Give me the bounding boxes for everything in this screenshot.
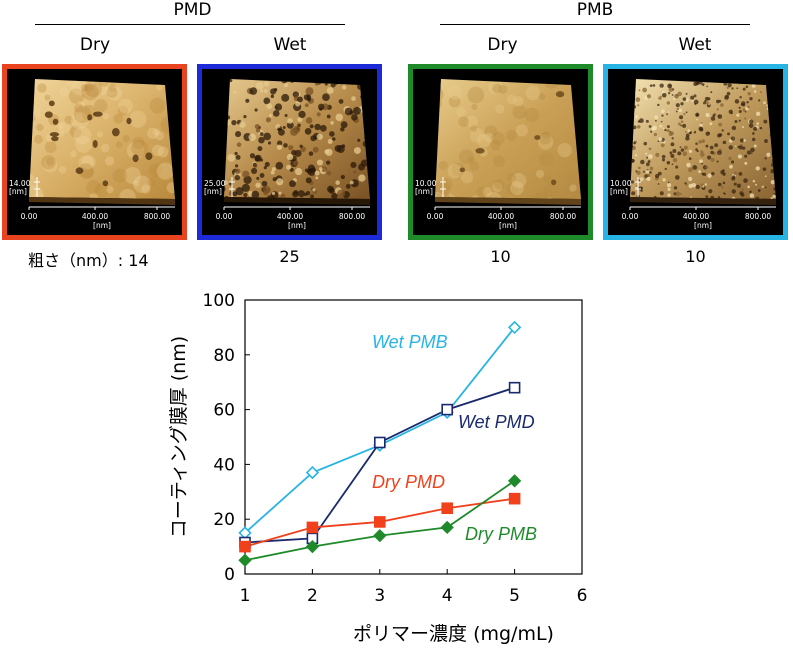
x-tick-label: 400.00 bbox=[277, 212, 303, 221]
series-label: Dry PMB bbox=[465, 524, 537, 544]
roughness-pmb-wet: 10 bbox=[685, 247, 706, 266]
z-scale-label: 10.00 bbox=[415, 179, 437, 188]
data-point bbox=[507, 474, 522, 488]
series-label: Wet PMD bbox=[458, 412, 535, 432]
x-tick-label: 400.00 bbox=[488, 212, 514, 221]
x-axis-unit: [nm] bbox=[499, 221, 517, 230]
series-label: Wet PMB bbox=[372, 332, 448, 352]
x-tick-label: 0.00 bbox=[216, 212, 233, 221]
data-point bbox=[508, 381, 521, 394]
data-point bbox=[373, 529, 387, 543]
data-point bbox=[305, 465, 320, 480]
data-point bbox=[238, 553, 252, 567]
afm-panel-pmd-dry: 14.00 [nm] 0.00 400.00 800.00 [nm] bbox=[2, 64, 187, 240]
y-tick-label: 80 bbox=[213, 346, 235, 366]
x-tick-label: 400.00 bbox=[82, 212, 108, 221]
x-tick-label: 800.00 bbox=[144, 212, 170, 221]
x-axis-unit: [nm] bbox=[694, 221, 712, 230]
data-point bbox=[306, 521, 319, 534]
x-axis-label: ポリマー濃度 (mg/mL) bbox=[353, 623, 554, 645]
data-point bbox=[373, 516, 386, 528]
z-scale-label: 25.00 bbox=[204, 179, 226, 188]
z-scale-unit: [nm] bbox=[204, 187, 222, 196]
x-tick-label: 800.00 bbox=[339, 212, 365, 221]
x-axis-unit: [nm] bbox=[93, 221, 111, 230]
group-rule-pmd bbox=[35, 24, 345, 25]
state-label-pmd-dry: Dry bbox=[79, 35, 111, 55]
data-point bbox=[373, 436, 386, 449]
x-tick-label: 0.00 bbox=[622, 212, 639, 221]
afm-surface bbox=[224, 79, 370, 199]
afm-surface bbox=[435, 79, 581, 199]
x-tick-label: 400.00 bbox=[683, 212, 709, 221]
z-scale-label: 14.00 bbox=[9, 179, 31, 188]
data-point bbox=[440, 520, 454, 535]
z-scale-unit: [nm] bbox=[9, 187, 27, 196]
x-tick-label: 4 bbox=[442, 586, 453, 606]
roughness-pmb-dry: 10 bbox=[490, 247, 511, 266]
roughness-pmd-dry: 粗さ（nm）: 14 bbox=[28, 247, 149, 271]
x-tick-label: 800.00 bbox=[550, 212, 576, 221]
series-label: Dry PMD bbox=[372, 472, 445, 492]
z-scale-label: 10.00 bbox=[610, 179, 632, 188]
data-point bbox=[508, 492, 521, 505]
x-tick-label: 6 bbox=[577, 586, 588, 606]
state-label-pmd-wet: Wet bbox=[273, 35, 307, 55]
afm-surface bbox=[29, 79, 175, 199]
afm-panel-pmb-wet: 10.00 [nm] 0.00 400.00 800.00 [nm] bbox=[603, 64, 788, 240]
x-tick-label: 800.00 bbox=[745, 212, 771, 221]
z-scale-unit: [nm] bbox=[610, 187, 628, 196]
roughness-label: 粗さ（nm）: bbox=[28, 251, 129, 270]
afm-panel-pmb-dry: 10.00 [nm] 0.00 400.00 800.00 [nm] bbox=[408, 64, 593, 240]
y-tick-label: 0 bbox=[224, 565, 235, 585]
data-point bbox=[239, 540, 251, 553]
group-title-pmb: PMB bbox=[576, 0, 614, 20]
group-title-pmd: PMD bbox=[173, 0, 212, 20]
y-axis-label: コーティング膜厚 (nm) bbox=[168, 336, 190, 538]
x-tick-label: 2 bbox=[307, 586, 318, 606]
roughness-pmd-wet: 25 bbox=[279, 247, 300, 266]
x-tick-label: 1 bbox=[240, 586, 251, 606]
y-tick-label: 60 bbox=[213, 401, 235, 421]
y-tick-label: 100 bbox=[203, 291, 235, 311]
x-tick-label: 0.00 bbox=[21, 212, 38, 221]
y-tick-label: 40 bbox=[213, 455, 235, 475]
data-point bbox=[441, 502, 454, 515]
x-axis-unit: [nm] bbox=[288, 221, 306, 230]
z-scale-unit: [nm] bbox=[415, 187, 433, 196]
x-tick-label: 5 bbox=[509, 586, 520, 606]
data-point bbox=[305, 539, 320, 554]
afm-panel-pmd-wet: 25.00 [nm] 0.00 400.00 800.00 [nm] bbox=[197, 64, 382, 240]
x-tick-label: 0.00 bbox=[427, 212, 444, 221]
x-tick-label: 3 bbox=[374, 586, 385, 606]
group-rule-pmb bbox=[440, 24, 750, 25]
plot-frame bbox=[244, 299, 583, 575]
y-tick-label: 20 bbox=[213, 510, 235, 530]
state-label-pmb-dry: Dry bbox=[487, 35, 518, 55]
data-point bbox=[441, 403, 454, 416]
roughness-value: 14 bbox=[128, 251, 149, 270]
data-point bbox=[507, 320, 522, 335]
state-label-pmb-wet: Wet bbox=[678, 35, 712, 55]
